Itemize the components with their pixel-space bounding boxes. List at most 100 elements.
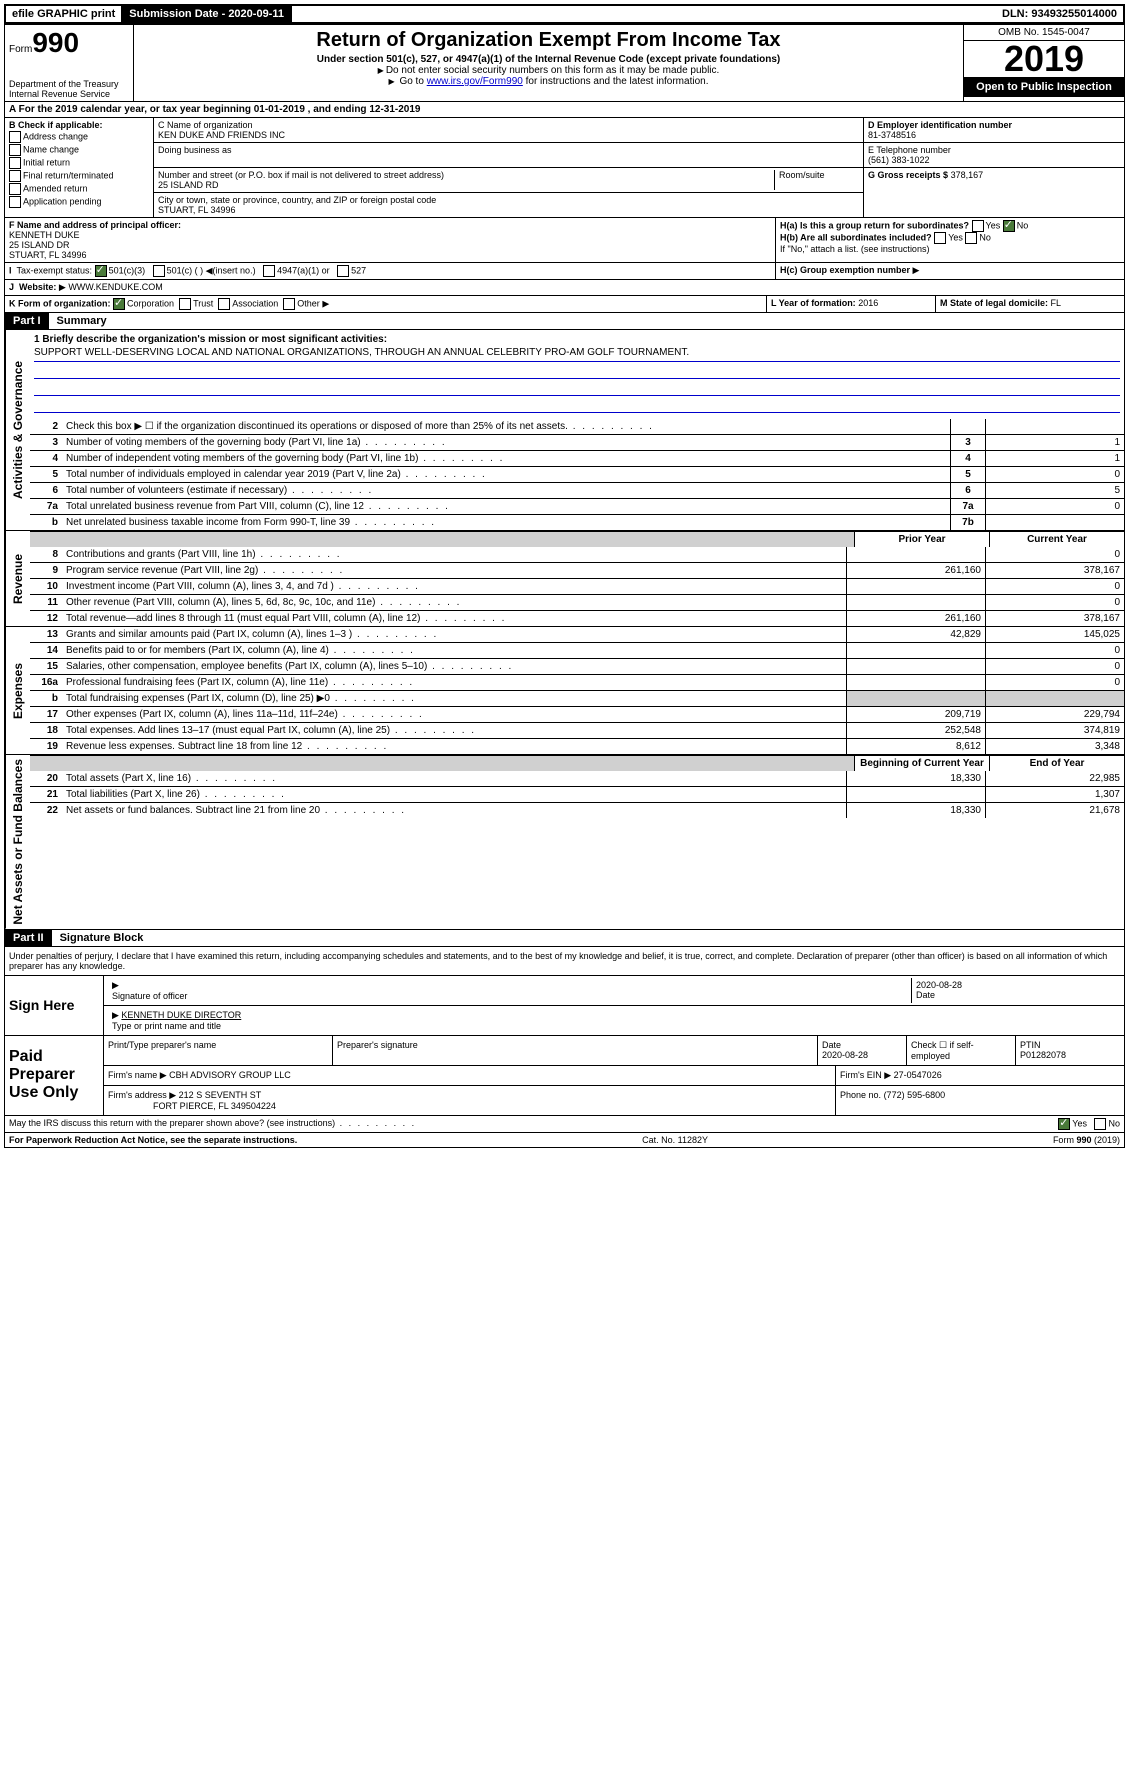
table-row: 22Net assets or fund balances. Subtract … — [30, 802, 1124, 818]
revenue-block: Revenue Prior Year Current Year 8Contrib… — [4, 531, 1125, 627]
perjury-text: Under penalties of perjury, I declare th… — [4, 947, 1125, 976]
dba-label: Doing business as — [158, 145, 859, 155]
table-row: 11Other revenue (Part VIII, column (A), … — [30, 594, 1124, 610]
irs-link[interactable]: www.irs.gov/Form990 — [427, 76, 523, 87]
footer-right: Form 990 (2019) — [1053, 1135, 1120, 1145]
net-block: Net Assets or Fund Balances Beginning of… — [4, 755, 1125, 930]
row-fh: F Name and address of principal officer:… — [4, 218, 1125, 263]
table-row: 8Contributions and grants (Part VIII, li… — [30, 547, 1124, 562]
sig-date: 2020-08-28 — [916, 980, 962, 990]
website[interactable]: WWW.KENDUKE.COM — [68, 282, 163, 292]
col-d: D Employer identification number 81-3748… — [863, 118, 1124, 217]
part2-header: Part II Signature Block — [4, 930, 1125, 947]
dept-treasury: Department of the Treasury Internal Reve… — [9, 79, 129, 99]
block-bcd: B Check if applicable: Address change Na… — [4, 118, 1125, 218]
footer-cat: Cat. No. 11282Y — [642, 1135, 708, 1145]
governance-block: Activities & Governance 1 Briefly descri… — [4, 330, 1125, 531]
ein-label: D Employer identification number — [868, 120, 1012, 130]
sign-here-block: Sign Here ▶Signature of officer 2020-08-… — [4, 976, 1125, 1036]
ha-row: H(a) Is this a group return for subordin… — [780, 220, 1120, 232]
table-row: 7aTotal unrelated business revenue from … — [30, 498, 1124, 514]
top-bar: efile GRAPHIC print Submission Date - 20… — [4, 4, 1125, 24]
dln-label: DLN: 93493255014000 — [996, 6, 1123, 22]
table-row: 12Total revenue—add lines 8 through 11 (… — [30, 610, 1124, 626]
mission-text: SUPPORT WELL-DESERVING LOCAL AND NATIONA… — [34, 347, 1120, 362]
section-a: A For the 2019 calendar year, or tax yea… — [4, 102, 1125, 118]
form-header: Form990 Department of the Treasury Inter… — [4, 24, 1125, 102]
expenses-block: Expenses 13Grants and similar amounts pa… — [4, 627, 1125, 755]
page-footer: For Paperwork Reduction Act Notice, see … — [4, 1133, 1125, 1148]
chk-pending[interactable]: Application pending — [9, 196, 149, 208]
sig-officer-label: Signature of officer — [112, 991, 187, 1001]
paid-preparer-block: Paid Preparer Use Only Print/Type prepar… — [4, 1036, 1125, 1116]
open-public-badge: Open to Public Inspection — [964, 77, 1124, 97]
firm-addr1: 212 S SEVENTH ST — [179, 1090, 262, 1100]
form-title: Return of Organization Exempt From Incom… — [138, 29, 959, 52]
officer-name: KENNETH DUKE — [9, 230, 80, 240]
city-label: City or town, state or province, country… — [158, 195, 859, 205]
phone-value: (561) 383-1022 — [868, 155, 930, 165]
ein-value: 81-3748516 — [868, 130, 916, 140]
col-c: C Name of organization KEN DUKE AND FRIE… — [154, 118, 863, 217]
year-formation: 2016 — [858, 298, 878, 308]
officer-addr2: STUART, FL 34996 — [9, 250, 87, 260]
mission-q: 1 Briefly describe the organization's mi… — [34, 334, 387, 345]
form-number: Form990 — [9, 27, 129, 59]
form-subtitle: Under section 501(c), 527, or 4947(a)(1)… — [138, 54, 959, 65]
col-end: End of Year — [989, 756, 1124, 771]
side-governance: Activities & Governance — [5, 330, 30, 530]
chk-initial[interactable]: Initial return — [9, 157, 149, 169]
b-label: B Check if applicable: — [9, 120, 103, 130]
footer-left: For Paperwork Reduction Act Notice, see … — [9, 1135, 297, 1145]
ssn-note: Do not enter social security numbers on … — [138, 65, 959, 76]
prep-name-h: Print/Type preparer's name — [104, 1036, 333, 1065]
table-row: 4Number of independent voting members of… — [30, 450, 1124, 466]
discuss-yes[interactable]: Yes — [1072, 1118, 1087, 1128]
gross-label: G Gross receipts $ — [868, 170, 948, 180]
row-j: J Website: ▶ WWW.KENDUKE.COM — [4, 280, 1125, 296]
paid-label: Paid Preparer Use Only — [5, 1036, 104, 1115]
table-row: 6Total number of volunteers (estimate if… — [30, 482, 1124, 498]
table-row: 15Salaries, other compensation, employee… — [30, 658, 1124, 674]
discuss-no[interactable]: No — [1108, 1118, 1120, 1128]
table-row: 14Benefits paid to or for members (Part … — [30, 642, 1124, 658]
row-klm: K Form of organization: Corporation Trus… — [4, 296, 1125, 313]
hb-note: If "No," attach a list. (see instruction… — [780, 244, 1120, 254]
gross-value: 378,167 — [951, 170, 984, 180]
room-label: Room/suite — [775, 170, 859, 190]
chk-name[interactable]: Name change — [9, 144, 149, 156]
prep-sig-h: Preparer's signature — [333, 1036, 818, 1065]
submission-date: Submission Date - 2020-09-11 — [123, 6, 292, 22]
phone-label: E Telephone number — [868, 145, 951, 155]
table-row: 19Revenue less expenses. Subtract line 1… — [30, 738, 1124, 754]
discuss-row: May the IRS discuss this return with the… — [4, 1116, 1125, 1133]
table-row: bTotal fundraising expenses (Part IX, co… — [30, 690, 1124, 706]
officer-addr1: 25 ISLAND DR — [9, 240, 70, 250]
firm-name: CBH ADVISORY GROUP LLC — [169, 1070, 291, 1080]
hc-label: H(c) Group exemption number — [780, 265, 910, 275]
org-name: KEN DUKE AND FRIENDS INC — [158, 130, 859, 140]
table-row: bNet unrelated business taxable income f… — [30, 514, 1124, 530]
org-address: 25 ISLAND RD — [158, 180, 770, 190]
ptin: P01282078 — [1020, 1050, 1066, 1060]
side-expenses: Expenses — [5, 627, 30, 754]
col-beginning: Beginning of Current Year — [854, 756, 989, 771]
c-name-label: C Name of organization — [158, 120, 859, 130]
col-prior: Prior Year — [854, 532, 989, 547]
side-net: Net Assets or Fund Balances — [5, 755, 30, 929]
efile-label[interactable]: efile GRAPHIC print — [6, 6, 123, 22]
table-row: 3Number of voting members of the governi… — [30, 434, 1124, 450]
prep-self[interactable]: Check ☐ if self-employed — [907, 1036, 1016, 1065]
sign-here-label: Sign Here — [5, 976, 104, 1035]
table-row: 21Total liabilities (Part X, line 26)1,3… — [30, 786, 1124, 802]
col-b: B Check if applicable: Address change Na… — [5, 118, 154, 217]
side-revenue: Revenue — [5, 531, 30, 626]
table-row: 2Check this box ▶ ☐ if the organization … — [30, 419, 1124, 434]
chk-final[interactable]: Final return/terminated — [9, 170, 149, 182]
table-row: 16aProfessional fundraising fees (Part I… — [30, 674, 1124, 690]
chk-amended[interactable]: Amended return — [9, 183, 149, 195]
chk-address[interactable]: Address change — [9, 131, 149, 143]
col-current: Current Year — [989, 532, 1124, 547]
row-i: I Tax-exempt status: 501(c)(3) 501(c) ( … — [4, 263, 1125, 280]
table-row: 17Other expenses (Part IX, column (A), l… — [30, 706, 1124, 722]
